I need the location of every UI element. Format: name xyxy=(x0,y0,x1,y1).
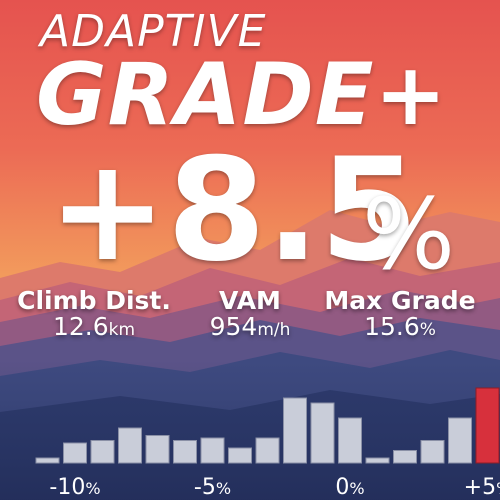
stat-label: VAM xyxy=(219,286,281,315)
stat-vam: VAM 954m/h xyxy=(160,286,340,341)
stat-value: 954 xyxy=(209,312,258,342)
histogram-bar xyxy=(118,427,142,464)
x-tick-label: 0% xyxy=(335,475,364,500)
stat-value-line: 954m/h xyxy=(160,314,340,340)
histogram-bar xyxy=(420,440,445,464)
stat-value: 15.6 xyxy=(364,312,420,342)
histogram-bar xyxy=(173,440,197,464)
histogram-bar xyxy=(228,447,252,464)
histogram-bar xyxy=(310,402,335,464)
histogram-bar xyxy=(200,437,225,464)
stat-value: 12.6 xyxy=(52,312,109,342)
screen-title: GRADE+ xyxy=(36,45,448,145)
histogram-bar xyxy=(145,435,170,464)
stat-label: Max Grade xyxy=(324,286,476,315)
current-grade-unit: % xyxy=(362,178,456,292)
histogram-bar xyxy=(255,437,280,464)
histogram-bar xyxy=(283,397,307,464)
histogram-bar xyxy=(365,457,390,464)
histogram-bar xyxy=(338,417,362,464)
stat-max-grade: Max Grade 15.6% xyxy=(310,286,490,341)
stat-unit: % xyxy=(419,320,436,341)
current-grade-value: +8.5 xyxy=(48,128,419,293)
x-tick-label: -5% xyxy=(194,475,231,500)
stat-unit: km xyxy=(108,320,136,341)
mode-subtitle: ADAPTIVE xyxy=(40,6,267,57)
stat-label: Climb Dist. xyxy=(17,286,171,315)
histogram-bar xyxy=(448,417,472,464)
histogram-bar xyxy=(393,450,417,464)
stat-value-line: 12.6km xyxy=(4,314,184,340)
histogram-bar xyxy=(35,457,60,464)
histogram-bar xyxy=(90,440,115,464)
stat-climb-distance: Climb Dist. 12.6km xyxy=(4,286,184,341)
stat-unit: m/h xyxy=(257,320,291,341)
x-tick-label: +5% xyxy=(464,475,500,500)
grade-histogram: -10%-5%0%+5%+10% xyxy=(35,387,500,500)
stat-value-line: 15.6% xyxy=(310,314,490,340)
histogram-bar xyxy=(63,442,87,464)
histogram-bar-current xyxy=(475,387,500,464)
x-tick-label: -10% xyxy=(49,475,100,500)
